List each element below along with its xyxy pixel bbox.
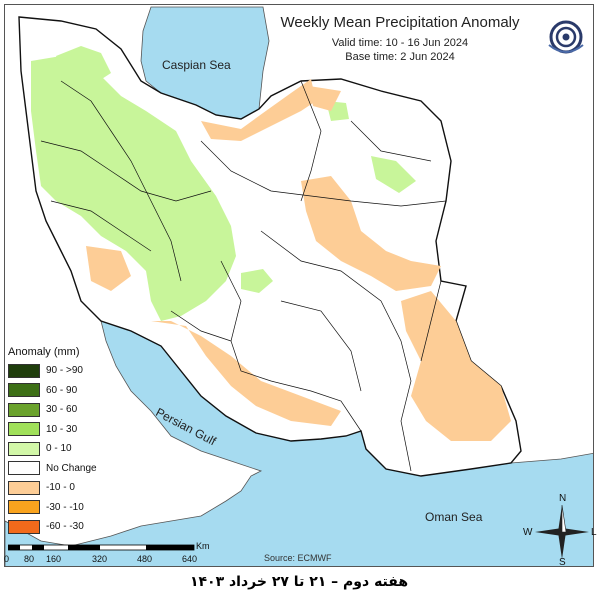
legend-swatch bbox=[8, 402, 40, 417]
anomaly-negative-northeast bbox=[301, 176, 441, 291]
legend-swatch bbox=[8, 519, 40, 534]
anomaly-negative-north-east-top bbox=[309, 86, 341, 111]
base-time: Base time: 2 Jun 2024 bbox=[345, 51, 455, 63]
legend: Anomaly (mm) 90 - >90 60 - 90 30 - 60 10 - … bbox=[8, 346, 118, 537]
legend-item: 10 - 30 bbox=[8, 420, 118, 440]
legend-label: 0 - 10 bbox=[46, 443, 72, 455]
compass-east: L bbox=[591, 527, 597, 538]
compass-icon bbox=[535, 504, 589, 559]
legend-item: No Change bbox=[8, 459, 118, 479]
legend-swatch bbox=[8, 383, 40, 398]
source-label: Source: ECMWF bbox=[264, 553, 332, 563]
scale-tick-label: 160 bbox=[46, 554, 62, 564]
scale-unit: Km bbox=[196, 541, 210, 551]
legend-item: 90 - >90 bbox=[8, 361, 118, 381]
legend-label: -10 - 0 bbox=[46, 482, 75, 494]
anomaly-negative-west bbox=[86, 246, 131, 291]
legend-item: -60 - -30 bbox=[8, 517, 118, 537]
legend-swatch bbox=[8, 363, 40, 378]
legend-swatch bbox=[8, 461, 40, 476]
oman-sea-label: Oman Sea bbox=[425, 510, 483, 524]
scale-tick-label: 0 bbox=[4, 554, 10, 564]
legend-item: 30 - 60 bbox=[8, 400, 118, 420]
compass-rose: N S L W bbox=[523, 493, 597, 568]
anomaly-positive-patch-center bbox=[241, 269, 273, 293]
compass-south: S bbox=[559, 557, 566, 568]
legend-label: 90 - >90 bbox=[46, 365, 83, 377]
caspian-sea-label: Caspian Sea bbox=[162, 58, 231, 72]
legend-swatch bbox=[8, 480, 40, 495]
legend-title: Anomaly (mm) bbox=[8, 346, 80, 358]
legend-label: 30 - 60 bbox=[46, 404, 78, 416]
legend-label: No Change bbox=[46, 462, 97, 474]
legend-item: -30 - -10 bbox=[8, 498, 118, 518]
anomaly-negative-east bbox=[401, 291, 511, 441]
legend-rows: 90 - >90 60 - 90 30 - 60 10 - 30 0 - 10 No Ch… bbox=[8, 361, 118, 537]
meteorology-org-logo-icon bbox=[548, 20, 584, 54]
scale-tick-label: 80 bbox=[24, 554, 35, 564]
scale-bar bbox=[8, 544, 195, 551]
anomaly-positive-northwest bbox=[31, 56, 236, 321]
legend-item: -10 - 0 bbox=[8, 478, 118, 498]
anomaly-positive-patch-northeast bbox=[371, 156, 416, 193]
legend-label: -60 - -30 bbox=[46, 521, 84, 533]
legend-label: 10 - 30 bbox=[46, 423, 78, 435]
legend-swatch bbox=[8, 422, 40, 437]
compass-north: N bbox=[559, 493, 567, 504]
scale-tick-label: 320 bbox=[92, 554, 108, 564]
province-boundaries bbox=[40, 80, 447, 472]
map-title: Weekly Mean Precipitation Anomaly bbox=[280, 14, 520, 31]
valid-time: Valid time: 10 - 16 Jun 2024 bbox=[331, 37, 469, 49]
legend-swatch bbox=[8, 441, 40, 456]
anomaly-negative-southwest bbox=[151, 321, 341, 426]
persian-caption: هفته دوم – ۲۱ تا ۲۷ خرداد ۱۴۰۳ bbox=[189, 574, 409, 590]
scale-tick-label: 640 bbox=[182, 554, 198, 564]
anomaly-positive-north-top bbox=[56, 46, 111, 86]
legend-label: 60 - 90 bbox=[46, 384, 78, 396]
legend-item: 0 - 10 bbox=[8, 439, 118, 459]
map-svg bbox=[5, 5, 593, 566]
legend-item: 60 - 90 bbox=[8, 381, 118, 401]
legend-swatch bbox=[8, 500, 40, 515]
map-panel bbox=[4, 4, 594, 567]
anomaly-negative-caspian-coast bbox=[201, 79, 316, 141]
compass-west: W bbox=[523, 527, 533, 538]
legend-label: -30 - -10 bbox=[46, 501, 84, 513]
scale-tick-label: 480 bbox=[137, 554, 153, 564]
